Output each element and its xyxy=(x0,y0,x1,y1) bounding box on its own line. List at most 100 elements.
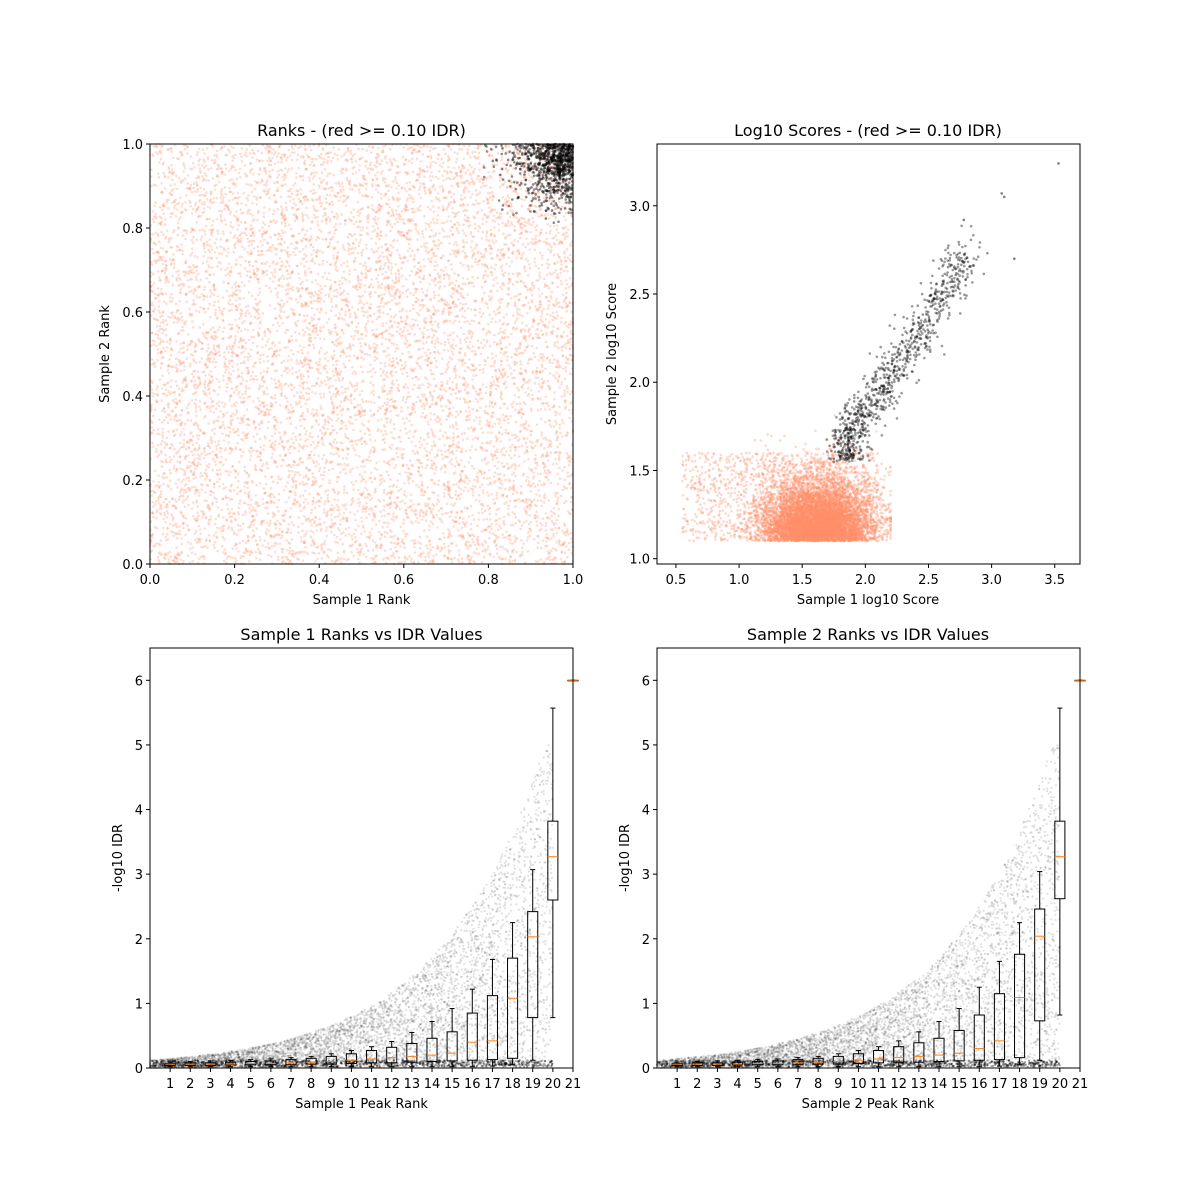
rank-point-low-idr xyxy=(283,277,286,280)
rank-point-low-idr xyxy=(192,326,195,329)
rank-point-low-idr xyxy=(361,475,364,478)
rank-point-low-idr xyxy=(319,285,322,288)
rank-point-low-idr xyxy=(190,542,193,545)
rank-point-low-idr xyxy=(208,303,211,306)
rank-point-low-idr xyxy=(291,151,294,154)
rank-point-low-idr xyxy=(541,292,544,295)
rank-point-low-idr xyxy=(193,190,196,193)
rank-point-low-idr xyxy=(344,388,347,391)
rank-point-low-idr xyxy=(168,414,171,417)
rank-point-low-idr xyxy=(249,355,252,358)
rank-point-low-idr xyxy=(549,372,552,375)
rank-point-low-idr xyxy=(359,416,362,419)
rank-point-low-idr xyxy=(481,447,484,450)
rank-point-low-idr xyxy=(297,320,300,323)
rank-point-low-idr xyxy=(231,355,234,358)
rank-point-low-idr xyxy=(411,465,414,468)
rank-point-low-idr xyxy=(443,236,446,239)
rank-point-low-idr xyxy=(324,168,327,171)
rank-point-low-idr xyxy=(521,524,524,527)
rank-point-low-idr xyxy=(506,462,509,465)
rank-point-low-idr xyxy=(431,399,434,402)
rank-point-low-idr xyxy=(223,405,226,408)
rank-point-low-idr xyxy=(165,303,168,306)
rank-point-low-idr xyxy=(443,332,446,335)
rank-point-low-idr xyxy=(549,225,552,228)
rank-point-low-idr xyxy=(448,190,451,193)
rank-point-low-idr xyxy=(246,155,249,158)
rank-point-low-idr xyxy=(261,160,264,163)
rank-point-low-idr xyxy=(510,524,513,527)
rank-point-low-idr xyxy=(367,459,370,462)
rank-point-low-idr xyxy=(505,536,508,539)
rank-point-low-idr xyxy=(475,416,478,419)
rank-point-low-idr xyxy=(360,366,363,369)
rank-point-low-idr xyxy=(245,183,248,186)
rank-point-low-idr xyxy=(268,157,271,160)
rank-point-low-idr xyxy=(310,444,313,447)
rank-point-low-idr xyxy=(240,329,243,332)
rank-point-low-idr xyxy=(195,442,198,445)
rank-point-low-idr xyxy=(164,281,167,284)
rank-point-low-idr xyxy=(383,460,386,463)
rank-point-low-idr xyxy=(276,322,279,325)
rank-point-low-idr xyxy=(430,412,433,415)
rank-point-low-idr xyxy=(379,231,382,234)
rank-point-low-idr xyxy=(495,375,498,378)
rank-point-low-idr xyxy=(164,446,167,449)
rank-point-low-idr xyxy=(352,172,355,175)
rank-point-low-idr xyxy=(343,318,346,321)
rank-point-low-idr xyxy=(438,287,441,290)
rank-point-low-idr xyxy=(229,431,232,434)
rank-point-low-idr xyxy=(324,423,327,426)
rank-point-low-idr xyxy=(247,199,250,202)
rank-point-low-idr xyxy=(460,198,463,201)
rank-point-low-idr xyxy=(556,431,559,434)
rank-point-low-idr xyxy=(258,384,261,387)
rank-point-low-idr xyxy=(181,319,184,322)
rank-point-low-idr xyxy=(226,255,229,258)
rank-point-low-idr xyxy=(331,504,334,507)
rank-point-low-idr xyxy=(379,265,382,268)
rank-point-low-idr xyxy=(426,536,429,539)
rank-point-low-idr xyxy=(496,211,499,214)
rank-point-low-idr xyxy=(228,474,231,477)
rank-point-low-idr xyxy=(534,462,537,465)
rank-point-low-idr xyxy=(338,455,341,458)
rank-point-low-idr xyxy=(453,272,456,275)
rank-point-low-idr xyxy=(418,471,421,474)
rank-point-low-idr xyxy=(237,434,240,437)
rank-point-low-idr xyxy=(370,391,373,394)
rank-point-low-idr xyxy=(525,479,528,482)
rank-point-low-idr xyxy=(334,323,337,326)
rank-point-low-idr xyxy=(488,537,491,540)
rank-point-low-idr xyxy=(455,374,458,377)
rank-point-low-idr xyxy=(410,424,413,427)
rank-point-low-idr xyxy=(191,373,194,376)
rank-point-low-idr xyxy=(375,242,378,245)
rank-point-low-idr xyxy=(287,385,290,388)
rank-point-low-idr xyxy=(316,251,319,254)
rank-point-low-idr xyxy=(345,219,348,222)
rank-point-low-idr xyxy=(238,507,241,510)
rank-point-low-idr xyxy=(238,461,241,464)
rank-point-low-idr xyxy=(360,271,363,274)
rank-point-low-idr xyxy=(452,426,455,429)
rank-point-low-idr xyxy=(152,304,155,307)
rank-point-low-idr xyxy=(288,223,291,226)
rank-point-low-idr xyxy=(179,288,182,291)
rank-point-low-idr xyxy=(151,358,154,361)
rank-point-low-idr xyxy=(358,226,361,229)
rank-point-low-idr xyxy=(471,538,474,541)
rank-point-low-idr xyxy=(402,522,405,525)
rank-point-low-idr xyxy=(256,543,259,546)
rank-point-low-idr xyxy=(570,501,573,504)
rank-point-low-idr xyxy=(455,544,458,547)
rank-point-low-idr xyxy=(388,326,391,329)
rank-point-low-idr xyxy=(225,369,228,372)
rank-point-low-idr xyxy=(215,407,218,410)
rank-point-low-idr xyxy=(388,445,391,448)
rank-point-low-idr xyxy=(569,254,572,257)
rank-point-low-idr xyxy=(267,546,270,549)
rank-point-low-idr xyxy=(276,349,279,352)
